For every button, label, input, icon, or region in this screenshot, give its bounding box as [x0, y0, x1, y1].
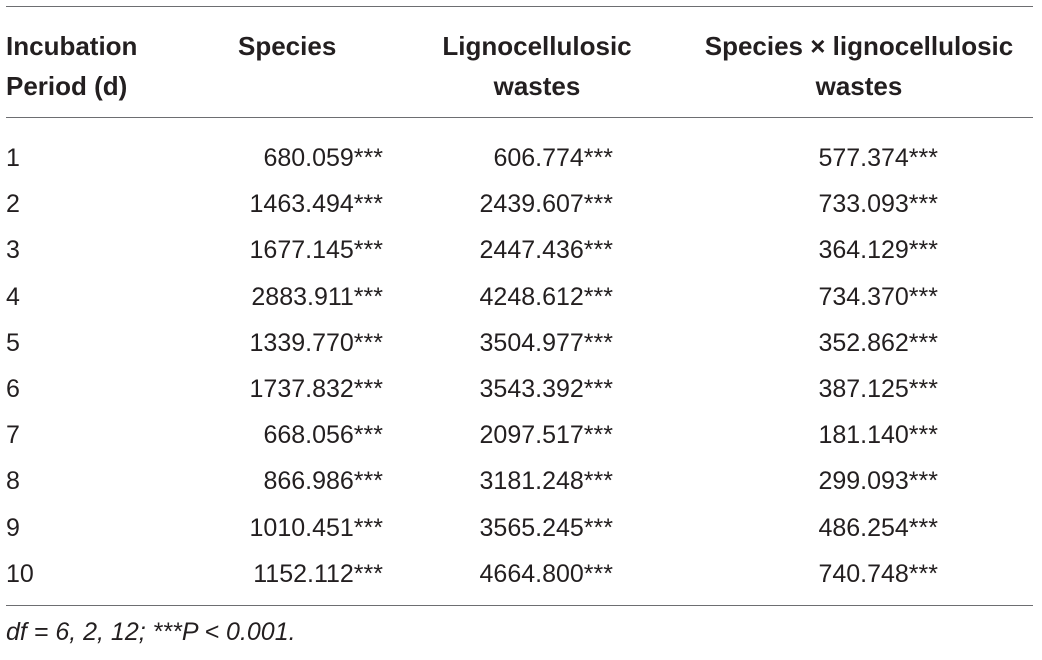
- cell-interaction: 352.862***: [818, 328, 938, 357]
- cell-lignocellulosic: 606.774***: [493, 144, 613, 172]
- top-rule: [6, 6, 1033, 7]
- table-row: 6 1737.832*** 3543.392*** 387.125***: [6, 366, 1033, 412]
- header-species-x-lignocellulosic-wastes: Species × lignocellulosic wastes: [689, 26, 1029, 106]
- header-line: Species: [238, 31, 337, 61]
- cell-species: 1152.112***: [253, 559, 383, 588]
- cell-lignocellulosic: 3181.248***: [479, 467, 613, 496]
- cell-period: 7: [6, 421, 20, 450]
- cell-interaction: 181.140***: [818, 421, 938, 450]
- table-header: Incubation Period (d) Species Lignocellu…: [6, 7, 1033, 117]
- table-footnote: df = 6, 2, 12; ***P < 0.001.: [6, 617, 296, 646]
- table-row: 8 866.986*** 3181.248*** 299.093***: [6, 458, 1033, 504]
- header-line: Period (d): [6, 71, 128, 101]
- cell-species: 1010.451***: [249, 513, 383, 542]
- header-line: wastes: [815, 71, 903, 101]
- cell-lignocellulosic: 4664.800***: [479, 559, 613, 588]
- cell-lignocellulosic: 3565.245***: [479, 513, 613, 542]
- table-row: 1 680.059*** 606.774*** 577.374***: [6, 135, 1033, 181]
- header-species: Species: [238, 26, 336, 66]
- cell-species: 1677.145***: [249, 236, 383, 265]
- cell-interaction: 740.748***: [818, 559, 938, 588]
- cell-lignocellulosic: 2439.607***: [479, 190, 613, 219]
- cell-period: 1: [6, 144, 20, 172]
- cell-species: 866.986***: [263, 467, 383, 496]
- cell-lignocellulosic: 2097.517***: [479, 421, 613, 450]
- table-row: 2 1463.494*** 2439.607*** 733.093***: [6, 181, 1033, 227]
- header-lignocellulosic-wastes: Lignocellulosic wastes: [432, 26, 642, 106]
- table-row: 9 1010.451*** 3565.245*** 486.254***: [6, 505, 1033, 551]
- cell-period: 3: [6, 236, 20, 265]
- cell-species: 1737.832***: [249, 374, 383, 403]
- cell-interaction: 734.370***: [818, 282, 938, 311]
- cell-interaction: 387.125***: [818, 374, 938, 403]
- cell-lignocellulosic: 2447.436***: [479, 236, 613, 265]
- cell-lignocellulosic: 3504.977***: [479, 328, 613, 357]
- cell-interaction: 486.254***: [818, 513, 938, 542]
- cell-period: 5: [6, 328, 20, 357]
- cell-species: 680.059***: [263, 144, 383, 172]
- table-row: 3 1677.145*** 2447.436*** 364.129***: [6, 227, 1033, 273]
- cell-period: 6: [6, 374, 20, 403]
- table-row: 4 2883.911*** 4248.612*** 734.370***: [6, 274, 1033, 320]
- anova-table: Incubation Period (d) Species Lignocellu…: [6, 6, 1033, 650]
- cell-species: 2883.911***: [251, 282, 383, 311]
- table-row: 5 1339.770*** 3504.977*** 352.862***: [6, 320, 1033, 366]
- table-row: 7 668.056*** 2097.517*** 181.140***: [6, 412, 1033, 458]
- bottom-rule: [6, 604, 1033, 606]
- header-line: Lignocellulosic: [442, 31, 632, 61]
- cell-period: 4: [6, 282, 20, 311]
- header-rule: [6, 117, 1033, 118]
- table-body: 1 680.059*** 606.774*** 577.374*** 2 146…: [6, 118, 1033, 605]
- cell-period: 10: [6, 559, 34, 588]
- cell-interaction: 577.374***: [818, 144, 938, 172]
- cell-interaction: 733.093***: [818, 190, 938, 219]
- cell-interaction: 364.129***: [818, 236, 938, 265]
- cell-lignocellulosic: 3543.392***: [479, 374, 613, 403]
- header-line: Incubation: [6, 31, 138, 61]
- header-line: wastes: [493, 71, 581, 101]
- cell-species: 1339.770***: [249, 328, 383, 357]
- cell-interaction: 299.093***: [818, 467, 938, 496]
- cell-species: 1463.494***: [249, 190, 383, 219]
- header-incubation-period: Incubation Period (d): [6, 26, 137, 106]
- cell-species: 668.056***: [263, 421, 383, 450]
- header-line: Species × lignocellulosic: [704, 31, 1014, 61]
- cell-period: 9: [6, 513, 20, 542]
- cell-period: 2: [6, 190, 20, 219]
- cell-lignocellulosic: 4248.612***: [479, 282, 613, 311]
- cell-period: 8: [6, 467, 20, 496]
- table-row: 10 1152.112*** 4664.800*** 740.748***: [6, 551, 1033, 597]
